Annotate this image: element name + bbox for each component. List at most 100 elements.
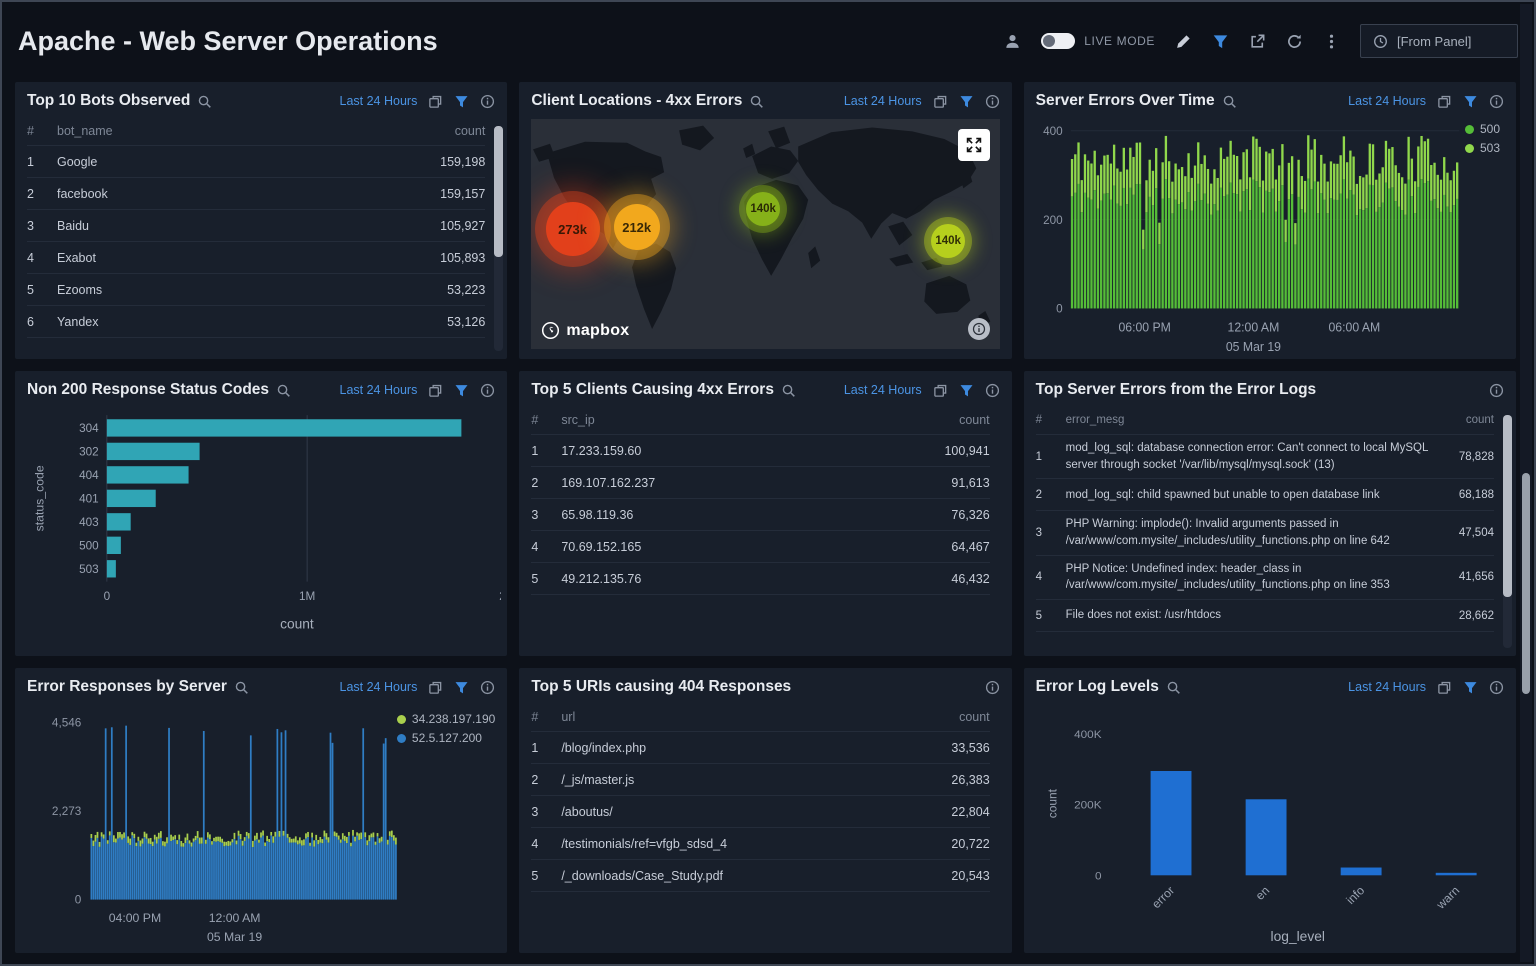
panel-title: Top 10 Bots Observed	[27, 92, 191, 109]
search-icon[interactable]	[1222, 94, 1237, 109]
filter-icon[interactable]	[959, 383, 974, 398]
filter-icon[interactable]	[454, 383, 469, 398]
mapbox-attribution[interactable]: mapbox	[541, 321, 629, 340]
table-row[interactable]: 5 File does not exist: /usr/htdocs 28,662	[1035, 600, 1494, 633]
refresh-icon[interactable]	[1286, 33, 1303, 50]
svg-text:05 Mar 19: 05 Mar 19	[1225, 340, 1280, 354]
time-range-link[interactable]: Last 24 Hours	[339, 680, 418, 694]
copy-icon[interactable]	[933, 94, 948, 109]
scrollbar-thumb[interactable]	[494, 126, 504, 257]
search-icon[interactable]	[1166, 680, 1181, 695]
info-icon[interactable]	[985, 383, 1000, 398]
map-info-button[interactable]	[967, 318, 990, 340]
filter-icon[interactable]	[959, 94, 974, 109]
time-range-selector[interactable]: [From Panel]	[1360, 24, 1518, 58]
map-bubble[interactable]: 140k	[931, 223, 966, 258]
mapbox-logo-icon	[541, 321, 560, 340]
scrollbar-thumb[interactable]	[1503, 415, 1512, 597]
table-row[interactable]: 4 70.69.152.165 64,467	[531, 531, 990, 563]
table-row[interactable]: 2 facebook 159,157	[27, 178, 486, 210]
export-icon[interactable]	[1249, 33, 1266, 50]
table-row[interactable]: 2 /_js/master.js 26,383	[531, 764, 990, 796]
time-range-link[interactable]: Last 24 Hours	[1348, 680, 1426, 694]
copy-icon[interactable]	[428, 383, 443, 398]
table-scrollbar[interactable]	[494, 126, 504, 351]
info-icon[interactable]	[480, 680, 495, 695]
column-header: bot_name	[57, 124, 113, 138]
filter-icon[interactable]	[1212, 33, 1229, 50]
filter-icon[interactable]	[454, 94, 469, 109]
map-bubble[interactable]: 140k	[746, 191, 781, 226]
live-mode-toggle[interactable]	[1041, 33, 1076, 49]
table-cell: PHP Notice: Undefined index: header_clas…	[1065, 562, 1390, 592]
svg-text:05 Mar 19: 05 Mar 19	[207, 930, 262, 944]
copy-icon[interactable]	[933, 383, 948, 398]
filter-icon[interactable]	[1463, 680, 1478, 695]
map-fullscreen-button[interactable]	[957, 129, 990, 161]
time-range-link[interactable]: Last 24 Hours	[339, 383, 418, 397]
table-row[interactable]: 5 49.212.135.76 46,432	[531, 563, 990, 595]
table-row[interactable]: 4/testimonials/ref=vfgb_sdsd_4 20,722	[531, 828, 990, 860]
info-icon[interactable]	[1489, 94, 1504, 109]
info-icon[interactable]	[985, 680, 1000, 695]
table-scrollbar[interactable]	[1503, 415, 1512, 648]
time-range-link[interactable]: Last 24 Hours	[843, 383, 922, 397]
panel-title: Top 5 Clients Causing 4xx Errors	[531, 381, 774, 398]
table-header-row: # src_ip count	[531, 406, 990, 435]
user-icon[interactable]	[1004, 33, 1021, 50]
info-icon[interactable]	[1489, 383, 1504, 398]
legend-entry: 500	[1464, 122, 1500, 136]
table-row[interactable]: 2 mod_log_sql: child spawned but unable t…	[1035, 479, 1494, 512]
svg-text:200K: 200K	[1074, 799, 1102, 812]
table-row[interactable]: 5 Ezooms 53,223	[27, 274, 486, 306]
table-cell: 1	[531, 443, 539, 458]
svg-text:302: 302	[79, 445, 99, 458]
svg-text:304: 304	[79, 422, 99, 435]
table-row[interactable]: 4 PHP Notice: Undefined index: header_cla…	[1035, 556, 1494, 601]
table-row[interactable]: 1/blog/index.php 33,536	[531, 732, 990, 764]
search-icon[interactable]	[276, 383, 291, 398]
map-bubble[interactable]: 273k	[545, 202, 600, 257]
svg-text:400K: 400K	[1074, 728, 1102, 741]
copy-icon[interactable]	[428, 94, 443, 109]
info-icon[interactable]	[480, 383, 495, 398]
table-row[interactable]: 6 Yandex 53,126	[27, 306, 486, 338]
world-map[interactable]: 273k 212k 140k 140k mapbox	[531, 119, 1000, 349]
page-scrollbar[interactable]	[1520, 4, 1532, 962]
table-row[interactable]: 1 Google 159,198	[27, 146, 486, 178]
table-row[interactable]: 4 Exabot 105,893	[27, 242, 486, 274]
copy-icon[interactable]	[1437, 94, 1452, 109]
svg-text:0: 0	[104, 590, 111, 603]
svg-text:503: 503	[79, 563, 99, 576]
info-icon[interactable]	[480, 94, 495, 109]
filter-icon[interactable]	[1463, 94, 1478, 109]
table-row[interactable]: 1 mod_log_sql: database connection error:…	[1035, 435, 1494, 480]
table-header-row: # url count	[531, 703, 990, 732]
info-icon[interactable]	[1489, 680, 1504, 695]
copy-icon[interactable]	[1437, 680, 1452, 695]
time-range-link[interactable]: Last 24 Hours	[1348, 94, 1426, 108]
search-icon[interactable]	[197, 94, 212, 109]
filter-icon[interactable]	[454, 680, 469, 695]
table-row[interactable]: 2 169.107.162.237 91,613	[531, 467, 990, 499]
table-row[interactable]: 3 65.98.119.36 76,326	[531, 499, 990, 531]
svg-text:info: info	[1343, 883, 1367, 907]
search-icon[interactable]	[781, 383, 796, 398]
table-row[interactable]: 3 PHP Warning: implode(): Invalid argumen…	[1035, 511, 1494, 556]
time-range-link[interactable]: Last 24 Hours	[339, 94, 418, 108]
search-icon[interactable]	[749, 94, 764, 109]
table-header-row: # error_mesg count	[1035, 406, 1494, 435]
table-row[interactable]: 3/aboutus/22,804	[531, 796, 990, 828]
search-icon[interactable]	[234, 680, 249, 695]
table-row[interactable]: 3 Baidu 105,927	[27, 210, 486, 242]
copy-icon[interactable]	[428, 680, 443, 695]
table-row[interactable]: 5 /_downloads/Case_Study.pdf 20,543	[531, 860, 990, 892]
table-row[interactable]: 1 17.233.159.60 100,941	[531, 435, 990, 467]
info-icon[interactable]	[985, 94, 1000, 109]
edit-pencil-icon[interactable]	[1175, 33, 1192, 50]
scrollbar-thumb[interactable]	[1522, 473, 1530, 694]
kebab-menu-icon[interactable]	[1323, 33, 1340, 50]
column-header: #	[531, 710, 539, 724]
time-range-link[interactable]: Last 24 Hours	[843, 94, 922, 108]
map-bubble[interactable]: 212k	[613, 204, 660, 251]
